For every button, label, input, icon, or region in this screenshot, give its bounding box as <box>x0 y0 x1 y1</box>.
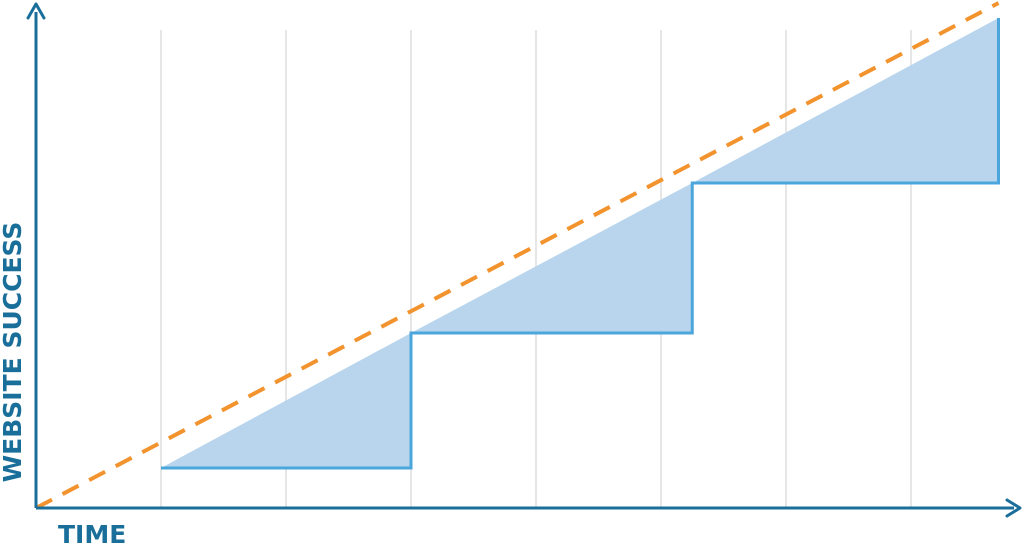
x-axis-label: TIME <box>58 520 126 544</box>
y-axis-label: WEBSITE SUCCESS <box>0 222 27 483</box>
step-line <box>161 18 1000 470</box>
fill-area <box>161 333 411 468</box>
trend-line <box>35 1 1000 510</box>
x-axis-arrow-icon <box>1005 498 1022 518</box>
fill-area <box>411 183 693 333</box>
axes <box>26 2 1022 518</box>
y-axis-arrow-icon <box>26 2 46 20</box>
area-fill <box>161 18 999 468</box>
fill-area <box>692 18 999 183</box>
series <box>35 1 1000 510</box>
